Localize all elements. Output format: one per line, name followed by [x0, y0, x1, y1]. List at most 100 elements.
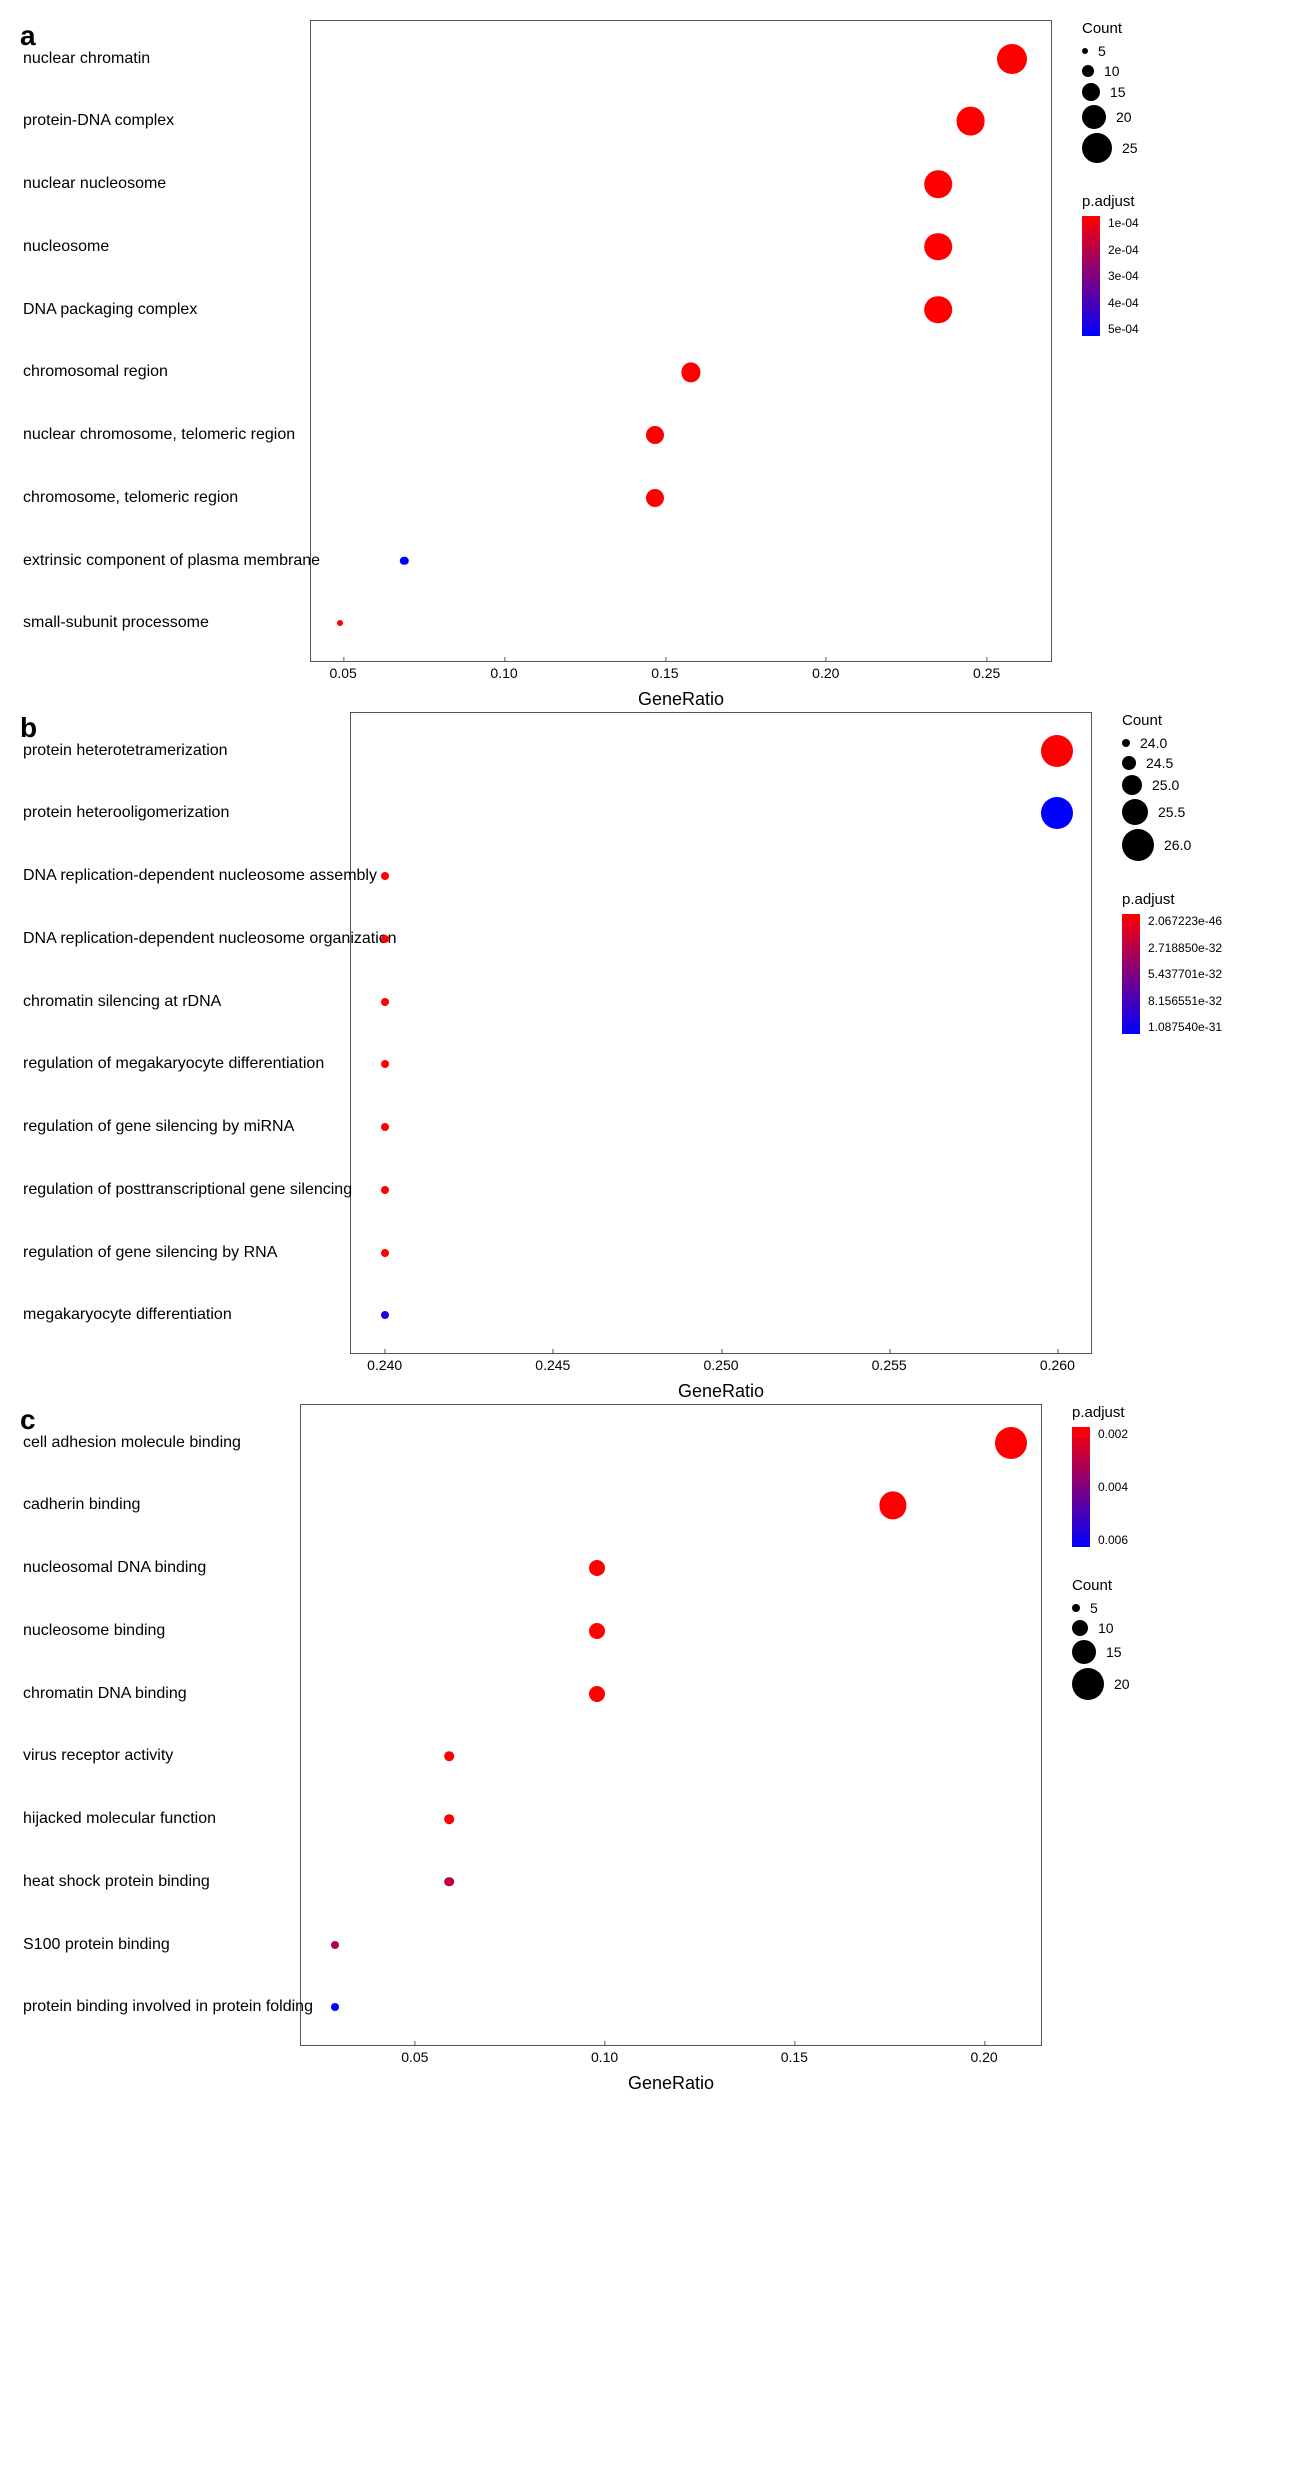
y-category-label: regulation of gene silencing by RNA	[23, 1244, 351, 1262]
data-point	[381, 1060, 389, 1068]
x-tick-label: 0.250	[703, 1353, 738, 1373]
count-legend-row: 25	[1082, 133, 1139, 163]
y-category-label: nuclear chromosome, telomeric region	[23, 426, 311, 444]
count-legend: Count24.024.525.025.526.0	[1122, 712, 1222, 861]
count-legend-dot	[1072, 1620, 1088, 1636]
data-point	[381, 1249, 389, 1257]
padjust-legend: p.adjust1e-042e-043e-044e-045e-04	[1082, 193, 1139, 336]
count-legend-label: 25.5	[1158, 804, 1185, 820]
count-legend-label: 24.0	[1140, 735, 1167, 751]
x-tick-label: 0.15	[781, 2045, 808, 2065]
count-legend: Count5101520	[1072, 1577, 1130, 1700]
y-category-label: protein heterotetramerization	[23, 742, 351, 760]
padjust-gradient-label: 2.718850e-32	[1148, 941, 1222, 955]
padjust-gradient-bar	[1082, 216, 1100, 336]
count-legend-label: 20	[1114, 1676, 1130, 1692]
padjust-gradient-label: 3e-04	[1108, 269, 1139, 283]
padjust-gradient-bar	[1122, 914, 1140, 1034]
count-legend-row: 20	[1072, 1668, 1130, 1700]
panel-label: c	[20, 1404, 36, 1436]
count-legend-row: 25.0	[1122, 775, 1222, 795]
padjust-gradient-label: 0.002	[1098, 1427, 1128, 1441]
y-category-label: small-subunit processome	[23, 614, 311, 632]
padjust-gradient-labels: 1e-042e-043e-044e-045e-04	[1108, 216, 1139, 336]
y-category-label: DNA replication-dependent nucleosome ass…	[23, 867, 351, 885]
x-axis-title: GeneRatio	[628, 2073, 714, 2094]
panel-label: a	[20, 20, 36, 52]
data-point	[331, 1941, 339, 1949]
y-category-label: nucleosome	[23, 238, 311, 256]
x-tick-label: 0.05	[401, 2045, 428, 2065]
count-legend-label: 24.5	[1146, 755, 1173, 771]
x-tick-label: 0.10	[490, 661, 517, 681]
plot-area: protein heterotetramerizationprotein het…	[350, 712, 1092, 1354]
y-category-label: extrinsic component of plasma membrane	[23, 552, 311, 570]
count-legend-label: 26.0	[1164, 837, 1191, 853]
count-legend-dot	[1122, 799, 1148, 825]
y-category-label: protein-DNA complex	[23, 112, 311, 130]
data-point	[337, 620, 343, 626]
padjust-legend: p.adjust0.0020.0040.006	[1072, 1404, 1130, 1547]
padjust-gradient-label: 5.437701e-32	[1148, 967, 1222, 981]
count-legend-dot	[1082, 83, 1100, 101]
count-legend-row: 25.5	[1122, 799, 1222, 825]
x-tick-label: 0.15	[651, 661, 678, 681]
count-legend-label: 15	[1106, 1644, 1122, 1660]
panel-label: b	[20, 712, 37, 744]
count-legend-dot	[1122, 775, 1142, 795]
count-legend-row: 24.0	[1122, 735, 1222, 751]
data-point	[1041, 797, 1073, 829]
y-category-label: DNA packaging complex	[23, 301, 311, 319]
data-point	[879, 1492, 906, 1519]
panel-b: bprotein heterotetramerizationprotein he…	[20, 712, 1294, 1354]
y-category-label: regulation of gene silencing by miRNA	[23, 1118, 351, 1136]
data-point	[444, 1877, 454, 1887]
legend-container: Count24.024.525.025.526.0p.adjust2.06722…	[1122, 712, 1222, 1064]
data-point	[381, 1186, 389, 1194]
padjust-gradient-label: 2.067223e-46	[1148, 914, 1222, 928]
count-legend-title: Count	[1072, 1577, 1130, 1594]
count-legend-dot	[1072, 1640, 1096, 1664]
y-category-label: DNA replication-dependent nucleosome org…	[23, 930, 351, 948]
x-tick-label: 0.20	[812, 661, 839, 681]
y-category-label: chromatin silencing at rDNA	[23, 993, 351, 1011]
y-category-label: heat shock protein binding	[23, 1873, 301, 1891]
count-legend: Count510152025	[1082, 20, 1139, 163]
count-legend-dot	[1122, 829, 1154, 861]
count-legend-row: 5	[1072, 1600, 1130, 1616]
padjust-gradient-label: 4e-04	[1108, 296, 1139, 310]
y-category-label: virus receptor activity	[23, 1747, 301, 1765]
padjust-gradient-label: 2e-04	[1108, 243, 1139, 257]
count-legend-dot	[1072, 1604, 1080, 1612]
y-category-label: nucleosome binding	[23, 1622, 301, 1640]
x-tick-label: 0.245	[535, 1353, 570, 1373]
plot-area: nuclear chromatinprotein-DNA complexnucl…	[310, 20, 1052, 662]
data-point	[381, 1311, 389, 1319]
data-point	[444, 1752, 454, 1762]
y-category-label: protein binding involved in protein fold…	[23, 1998, 301, 2016]
padjust-legend-title: p.adjust	[1082, 193, 1139, 210]
x-tick-label: 0.260	[1040, 1353, 1075, 1373]
x-tick-label: 0.05	[330, 661, 357, 681]
padjust-gradient-label: 1.087540e-31	[1148, 1020, 1222, 1034]
data-point	[925, 296, 953, 324]
y-category-label: cadherin binding	[23, 1496, 301, 1514]
panel-c: ccell adhesion molecule bindingcadherin …	[20, 1404, 1294, 2046]
data-point	[400, 556, 408, 564]
data-point	[589, 1560, 605, 1576]
count-legend-row: 24.5	[1122, 755, 1222, 771]
count-legend-row: 15	[1082, 83, 1139, 101]
data-point	[589, 1686, 605, 1702]
data-point	[925, 170, 953, 198]
count-legend-row: 20	[1082, 105, 1139, 129]
legend-container: p.adjust0.0020.0040.006Count5101520	[1072, 1404, 1130, 1730]
padjust-legend-title: p.adjust	[1122, 891, 1222, 908]
count-legend-dot	[1082, 65, 1094, 77]
y-category-label: nuclear nucleosome	[23, 175, 311, 193]
padjust-gradient-label: 5e-04	[1108, 322, 1139, 336]
count-legend-label: 25	[1122, 140, 1138, 156]
count-legend-dot	[1082, 48, 1088, 54]
x-tick-label: 0.255	[872, 1353, 907, 1373]
y-category-label: S100 protein binding	[23, 1936, 301, 1954]
data-point	[995, 1427, 1027, 1459]
